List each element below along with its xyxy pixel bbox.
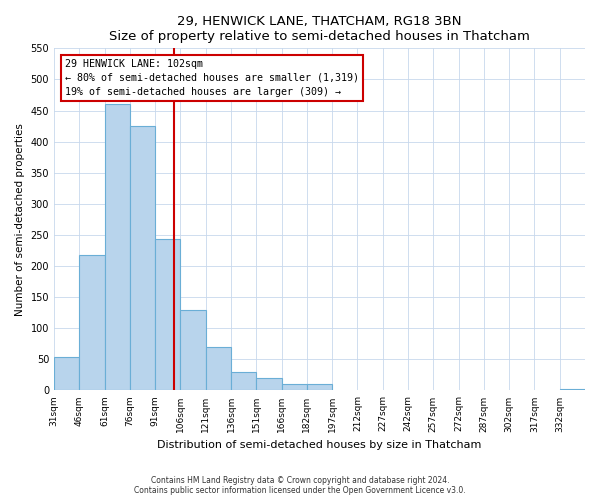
Bar (560, 389, 585, 390)
Y-axis label: Number of semi-detached properties: Number of semi-detached properties (15, 123, 25, 316)
Bar (206, 347, 231, 391)
Bar (256, 378, 281, 390)
Bar (54, 358, 79, 390)
Bar (181, 310, 206, 390)
Bar (281, 384, 307, 390)
Bar (130, 126, 155, 390)
Bar (231, 372, 256, 390)
Bar (307, 384, 332, 390)
Bar (104, 104, 130, 391)
X-axis label: Distribution of semi-detached houses by size in Thatcham: Distribution of semi-detached houses by … (157, 440, 482, 450)
Title: 29, HENWICK LANE, THATCHAM, RG18 3BN
Size of property relative to semi-detached : 29, HENWICK LANE, THATCHAM, RG18 3BN Siz… (109, 15, 530, 43)
Bar (79, 255, 104, 390)
Bar (155, 240, 181, 390)
Text: 29 HENWICK LANE: 102sqm
← 80% of semi-detached houses are smaller (1,319)
19% of: 29 HENWICK LANE: 102sqm ← 80% of semi-de… (65, 58, 359, 96)
Text: Contains HM Land Registry data © Crown copyright and database right 2024.
Contai: Contains HM Land Registry data © Crown c… (134, 476, 466, 495)
